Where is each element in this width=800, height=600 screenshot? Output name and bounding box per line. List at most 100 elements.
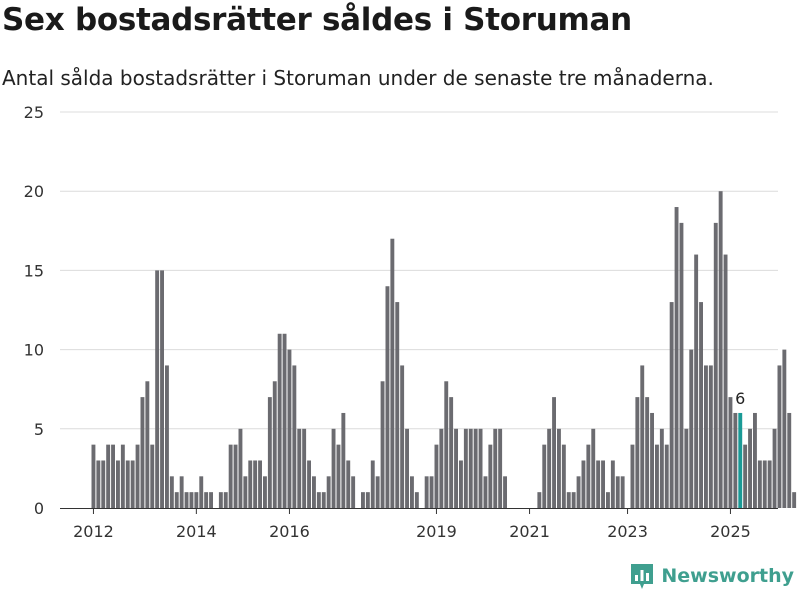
x-tick-label: 2025 (710, 522, 751, 541)
bar (610, 460, 615, 508)
bar (130, 460, 135, 508)
bar (297, 428, 302, 508)
bar (493, 428, 498, 508)
bar (199, 476, 204, 508)
bar (542, 444, 547, 508)
bar (571, 492, 576, 508)
bar (468, 428, 473, 508)
bar (640, 365, 645, 508)
bar (243, 476, 248, 508)
bar (111, 444, 115, 508)
bar (189, 492, 194, 508)
x-tick-label: 2023 (607, 522, 648, 541)
bar (552, 397, 556, 508)
bar (576, 476, 581, 508)
bar (659, 428, 664, 508)
bar (473, 428, 478, 508)
bar (434, 444, 439, 508)
bar (459, 460, 463, 508)
bar (395, 302, 400, 508)
bar (620, 476, 625, 508)
bar (684, 428, 689, 508)
bar (414, 492, 419, 508)
bar (346, 460, 351, 508)
bar (547, 428, 552, 508)
bar (655, 444, 659, 508)
brand-name: Newsworthy (661, 565, 794, 587)
chart-subtitle: Antal sålda bostadsrätter i Storuman und… (2, 66, 714, 90)
bar (601, 460, 605, 508)
bar (91, 444, 96, 508)
bar (277, 333, 282, 508)
bar (615, 476, 620, 508)
bar (145, 381, 150, 508)
y-tick-label: 20 (24, 182, 44, 201)
bar (767, 460, 772, 508)
bar (488, 444, 493, 508)
bar (772, 428, 777, 508)
newsworthy-logo-icon (629, 562, 655, 590)
bar (316, 492, 321, 508)
bar (449, 397, 454, 508)
bar (96, 460, 101, 508)
bar (463, 428, 468, 508)
bar (410, 476, 414, 508)
bar (586, 444, 591, 508)
bar (596, 460, 601, 508)
bar (400, 365, 405, 508)
bar (174, 492, 179, 508)
bar (753, 412, 757, 508)
bar (351, 476, 356, 508)
bar (561, 444, 566, 508)
bar (444, 381, 449, 508)
bar (248, 460, 253, 508)
x-tick-label: 2021 (509, 522, 550, 541)
bar (498, 428, 503, 508)
bar (478, 428, 483, 508)
bar (267, 397, 272, 508)
bar (179, 476, 184, 508)
bar (728, 397, 733, 508)
bar (135, 444, 140, 508)
bar (454, 428, 458, 508)
bar (233, 444, 238, 508)
bar (194, 492, 199, 508)
bar (228, 444, 233, 508)
bar (120, 444, 125, 508)
bar (792, 492, 797, 508)
bar (385, 286, 390, 508)
x-tick-label: 2012 (73, 522, 114, 541)
bar (165, 365, 169, 508)
bar (635, 397, 640, 508)
bar (757, 460, 762, 508)
bar (365, 492, 370, 508)
bar (723, 254, 728, 508)
x-tick-label: 2016 (269, 522, 310, 541)
bar (116, 460, 120, 508)
bar (689, 349, 694, 508)
x-tick-label: 2019 (416, 522, 457, 541)
bar (223, 492, 228, 508)
bar (581, 460, 586, 508)
y-tick-label: 10 (24, 341, 44, 360)
bar (307, 460, 311, 508)
bar (321, 492, 326, 508)
bar (669, 302, 674, 508)
bar (777, 365, 782, 508)
bar (370, 460, 375, 508)
bar (380, 381, 385, 508)
bar (650, 412, 654, 508)
bar (258, 460, 262, 508)
bar (743, 444, 748, 508)
bar (184, 492, 189, 508)
y-tick-label: 0 (34, 499, 44, 518)
bar (483, 476, 488, 508)
bar (140, 397, 145, 508)
bar (302, 428, 307, 508)
bar (787, 412, 792, 508)
bar (204, 492, 209, 508)
bar (341, 412, 346, 508)
bar (694, 254, 699, 508)
bar (218, 492, 223, 508)
bar (238, 428, 243, 508)
